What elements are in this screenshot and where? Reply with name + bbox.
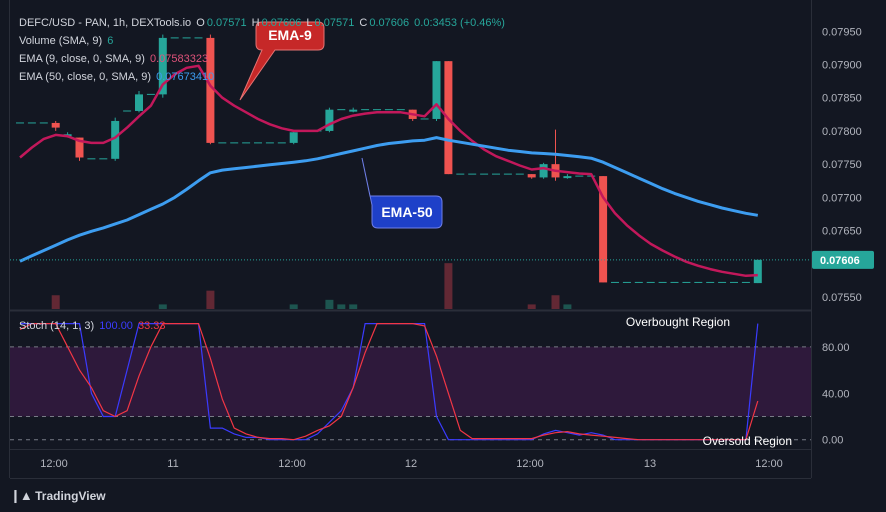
price-tick-label: 0.07900 <box>822 59 862 71</box>
candle <box>563 176 572 179</box>
volume-bar <box>325 299 334 309</box>
candle <box>289 132 298 143</box>
volume-bar <box>289 304 298 309</box>
price-tick-label: 0.07700 <box>822 192 862 204</box>
candle <box>753 259 762 284</box>
time-tick-label: 12:00 <box>516 458 544 470</box>
candle <box>349 109 358 112</box>
candle <box>432 61 441 119</box>
time-tick-label: 12:00 <box>755 458 783 470</box>
ohlc-close-label: C <box>359 17 368 29</box>
candle <box>158 37 167 95</box>
candle <box>75 137 84 158</box>
price-tick-label: 0.07800 <box>822 126 862 138</box>
last-price-badge <box>812 250 874 269</box>
time-tick-label: 13 <box>644 458 656 470</box>
candle <box>599 176 608 283</box>
stoch-legend-label: Stoch (14, 1, 3) <box>19 320 95 332</box>
stoch-pane: 80.00 40.00 0.00 Overbought Region Oversold … <box>10 315 850 448</box>
symbol-line: DEFC/USD - PAN, 1h, DEXTools.io <box>19 17 192 29</box>
time-tick-label: 11 <box>167 458 178 470</box>
tradingview-brand: TradingView <box>35 489 106 503</box>
ema9-line <box>19 64 758 278</box>
ema50-legend-value: 0.07673410 <box>156 71 215 83</box>
time-tick-label: 12:00 <box>278 458 306 470</box>
ohlc-change: 0.0:3453 (+0.46%) <box>414 17 505 29</box>
price-tick-label: 0.07850 <box>822 93 862 105</box>
ema9-callout-label: EMA-9 <box>268 27 312 43</box>
volume-bar <box>527 304 536 309</box>
price-tick-label: 0.07550 <box>822 292 862 304</box>
ema50-line <box>19 136 759 263</box>
ema50-legend: EMA (50, close, 0, SMA, 9) 0.07673410 <box>19 71 216 83</box>
stoch-d-line <box>19 323 759 441</box>
time-tick-label: 12 <box>405 458 417 470</box>
price-pane: 0.07606 EMA-9 EMA-50 <box>10 21 874 309</box>
oversold-label: Oversold Region <box>703 434 792 448</box>
volume-bar <box>337 304 346 309</box>
ohlc-open-label: O <box>196 17 205 29</box>
candle <box>206 37 215 143</box>
candle <box>135 94 143 111</box>
stoch-d-value: 33.33 <box>138 320 166 332</box>
stoch-tick-label: 0.00 <box>822 435 843 447</box>
price-tick-label: 0.07950 <box>822 26 862 38</box>
volume-bar <box>349 304 358 309</box>
candle <box>325 109 334 131</box>
time-tick-label: 12:00 <box>40 458 68 470</box>
tradingview-logo-icon: ❙▲ <box>10 488 33 503</box>
stoch-band <box>10 346 811 417</box>
price-tick-label: 0.07650 <box>822 226 862 238</box>
stoch-tick-label: 80.00 <box>822 342 850 354</box>
price-tick-label: 0.07750 <box>822 159 862 171</box>
candle <box>539 164 548 178</box>
candle <box>111 120 120 159</box>
volume-legend-value: 6 <box>107 35 114 47</box>
ohlc-high-value: 0.07606 <box>261 17 302 29</box>
ohlc-high-label: H <box>251 17 260 29</box>
ohlc-open-value: 0.07571 <box>206 17 247 29</box>
ema9-callout <box>239 21 325 101</box>
volume-bar <box>51 295 60 309</box>
volume-bar <box>158 304 167 309</box>
stoch-legend: Stoch (14, 1, 3) 100.00 33.33 <box>19 320 168 332</box>
volume-bar <box>563 304 572 309</box>
symbol-legend: DEFC/USD - PAN, 1h, DEXTools.io O 0.07571… <box>19 17 507 29</box>
volume-legend: Volume (SMA, 9) 6 <box>19 35 115 47</box>
volume-bar <box>206 290 215 309</box>
ema9-legend-value: 0.07583323 <box>150 53 209 65</box>
stoch-k-value: 100.00 <box>99 320 133 332</box>
volume-bar <box>551 295 560 309</box>
ohlc-low-value: 0.07571 <box>314 17 355 29</box>
ema50-callout-label: EMA-50 <box>381 204 433 220</box>
ema50-callout <box>361 157 443 229</box>
ema9-legend-label: EMA (9, close, 0, SMA, 9) <box>19 53 145 65</box>
candle <box>527 174 536 178</box>
ohlc-low-label: L <box>306 17 313 29</box>
stoch-tick-label: 40.00 <box>822 388 850 400</box>
ema9-legend: EMA (9, close, 0, SMA, 9) 0.07583323 <box>19 53 210 65</box>
last-price-label: 0.07606 <box>820 255 860 267</box>
ema50-legend-label: EMA (50, close, 0, SMA, 9) <box>19 71 152 83</box>
ohlc-close-value: 0.07606 <box>369 17 410 29</box>
volume-legend-label: Volume (SMA, 9) <box>19 35 103 47</box>
candle <box>51 122 60 128</box>
overbought-label: Overbought Region <box>626 315 730 329</box>
volume-bar <box>444 263 453 309</box>
tradingview-logo[interactable]: ❙▲ TradingView <box>10 488 106 504</box>
